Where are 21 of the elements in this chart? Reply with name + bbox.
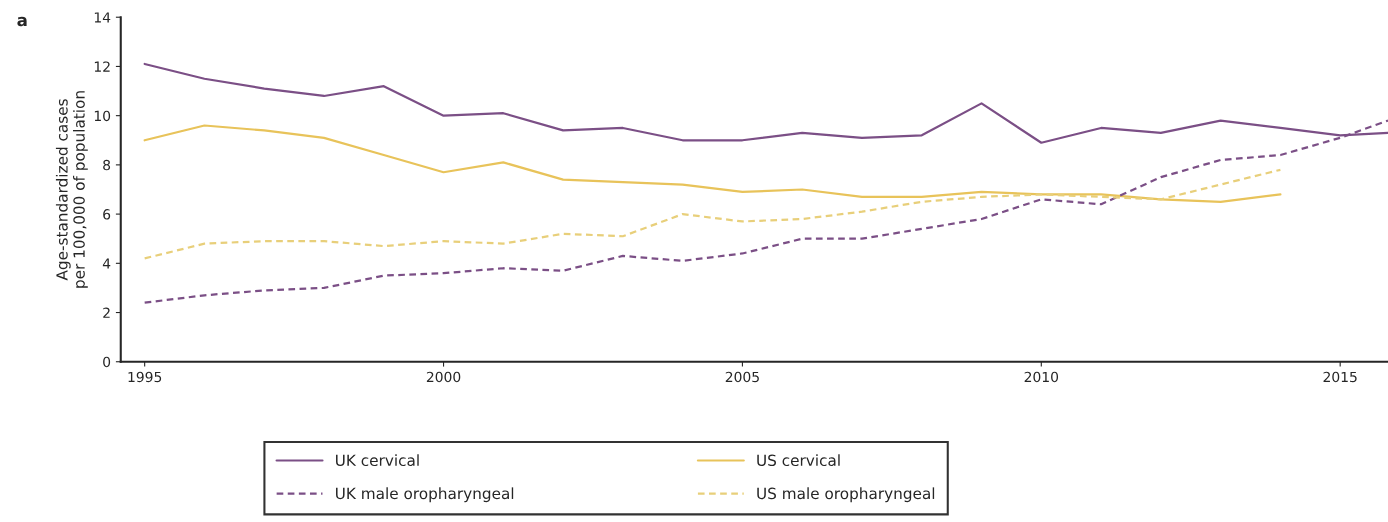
y-tick-label: 4 (102, 258, 111, 269)
y-axis-title: Age-standardized cases per 100,000 of population (55, 91, 88, 288)
y-tick-label: 10 (94, 110, 111, 122)
x-tick-label: 2010 (1024, 371, 1059, 383)
text: a (17, 16, 27, 27)
x-tick-label: 1995 (128, 371, 162, 383)
y-tick-label: 12 (94, 61, 110, 72)
legend-label: US cervical (757, 454, 840, 467)
x-tick-label: 2015 (1323, 371, 1357, 383)
x-tick-label: 2000 (426, 371, 461, 383)
legend-label: UK cervical (336, 454, 419, 467)
line-series (143, 124, 1282, 203)
y-tick-label: 2 (103, 307, 110, 318)
legend-label: UK male oropharyngeal (336, 487, 514, 503)
x-tick-label: 2005 (725, 371, 759, 383)
y-tick-label: 0 (103, 356, 111, 368)
legend-label: US male oropharyngeal (757, 487, 935, 503)
y-tick-label: 6 (103, 209, 111, 220)
y-tick-label: 8 (103, 159, 111, 171)
line-series (143, 168, 1282, 260)
y-tick-label: 14 (94, 12, 111, 23)
